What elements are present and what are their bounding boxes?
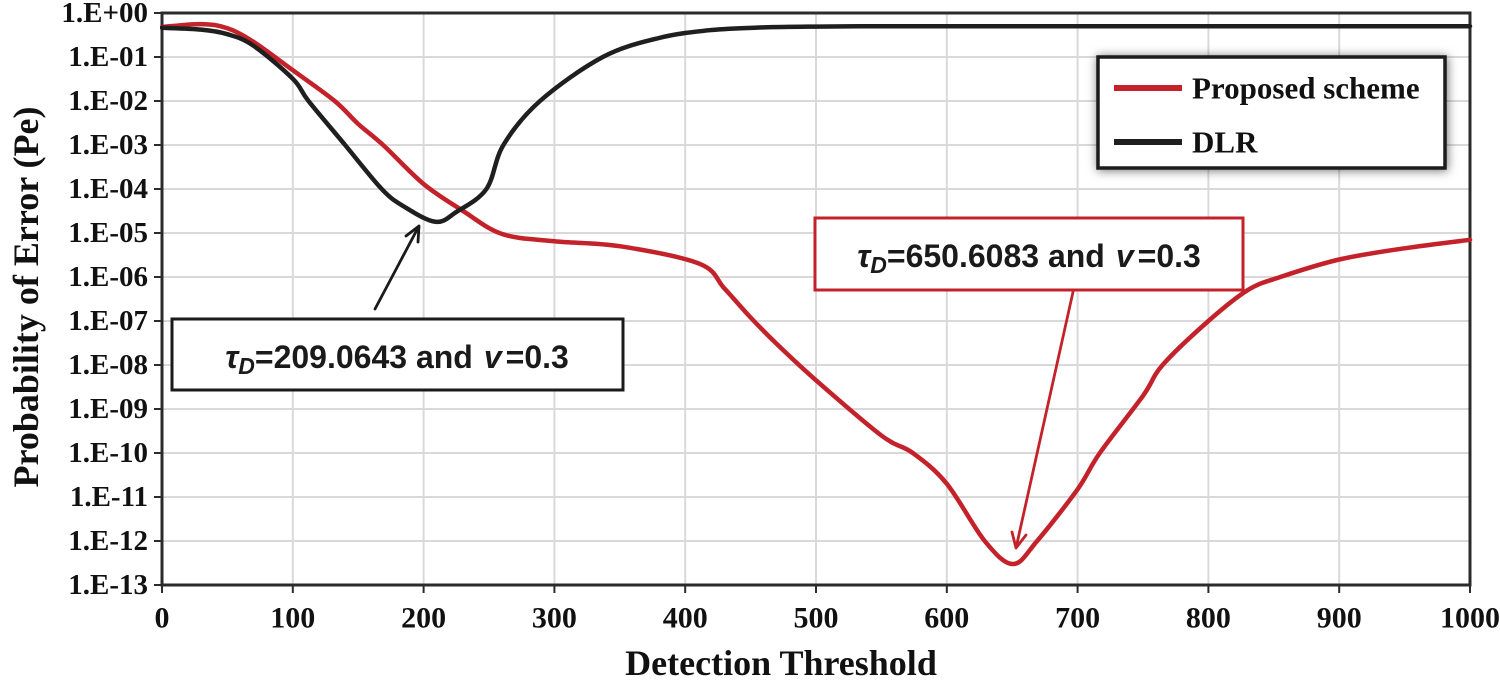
y-tick-label: 1.E-05 xyxy=(68,217,148,249)
legend: Proposed scheme DLR xyxy=(1096,55,1447,170)
y-tick-label: 1.E-06 xyxy=(68,261,148,293)
annotation-arrow-dlr xyxy=(373,224,421,311)
x-tick-label: 900 xyxy=(1317,602,1362,635)
y-tick-label: 1.E-10 xyxy=(68,437,148,469)
annotation-mid-text: =650.6083 and xyxy=(887,238,1105,274)
x-axis-tick-labels: 0 100 200 300 400 500 600 700 800 900 1000 xyxy=(155,602,1500,635)
x-axis-title: Detection Threshold xyxy=(625,643,937,682)
annotation-dlr: τD=209.0643 and v =0.3 xyxy=(170,224,625,392)
x-tick-label: 200 xyxy=(401,602,446,635)
annotation-arrow-proposed xyxy=(1010,290,1075,550)
y-tick-label: 1.E-11 xyxy=(70,481,148,513)
v-symbol: v xyxy=(484,339,504,375)
y-tick-label: 1.E-04 xyxy=(68,173,148,205)
legend-box xyxy=(1096,55,1447,170)
legend-label-proposed-scheme: Proposed scheme xyxy=(1192,71,1420,106)
tau-subscript: D xyxy=(238,353,255,379)
annotation-text-dlr: τD=209.0643 and v =0.3 xyxy=(225,339,569,379)
x-tick-label: 700 xyxy=(1055,602,1100,635)
x-tick-label: 400 xyxy=(663,602,708,635)
annotation-box-dlr xyxy=(170,317,625,392)
annotation-box-proposed xyxy=(813,216,1245,292)
y-tick-label: 1.E-08 xyxy=(68,349,148,381)
y-tick-label: 1.E-02 xyxy=(68,85,148,117)
tau-symbol: τ xyxy=(857,238,872,274)
y-tick-label: 1.E-12 xyxy=(68,525,148,557)
annotation-mid-text: =209.0643 and xyxy=(255,339,473,375)
x-tick-label: 100 xyxy=(270,602,315,635)
annotation-proposed: τD=650.6083 and v =0.3 xyxy=(813,216,1245,550)
y-axis-tick-labels: 1.E+00 1.E-01 1.E-02 1.E-03 1.E-04 1.E-05 1.E-… xyxy=(61,0,148,601)
y-tick-label: 1.E+00 xyxy=(61,0,148,29)
x-tick-label: 300 xyxy=(532,602,577,635)
x-tick-label: 600 xyxy=(924,602,969,635)
v-symbol: v xyxy=(1116,238,1136,274)
annotation-text-proposed: τD=650.6083 and v =0.3 xyxy=(857,238,1201,278)
y-tick-label: 1.E-01 xyxy=(68,41,148,73)
annotation-end-text: =0.3 xyxy=(1138,238,1201,274)
plot-border xyxy=(160,11,1472,587)
y-tick-label: 1.E-03 xyxy=(68,129,148,161)
legend-label-dlr: DLR xyxy=(1192,125,1258,160)
y-tick-label: 1.E-09 xyxy=(68,393,148,425)
tau-symbol: τ xyxy=(225,339,240,375)
tau-subscript: D xyxy=(870,252,887,278)
curve-proposed-scheme xyxy=(160,21,1473,567)
x-tick-label: 500 xyxy=(794,602,839,635)
x-tick-label: 0 xyxy=(155,602,170,635)
annotation-end-text: =0.3 xyxy=(506,339,569,375)
data-series xyxy=(160,21,1473,567)
y-axis-title: Probability of Error (Pe) xyxy=(6,107,46,488)
x-tick-label: 1000 xyxy=(1440,602,1500,635)
x-tick-label: 800 xyxy=(1186,602,1231,635)
y-tick-label: 1.E-13 xyxy=(68,569,148,601)
curve-dlr xyxy=(160,23,1473,225)
y-tick-label: 1.E-07 xyxy=(68,305,148,337)
